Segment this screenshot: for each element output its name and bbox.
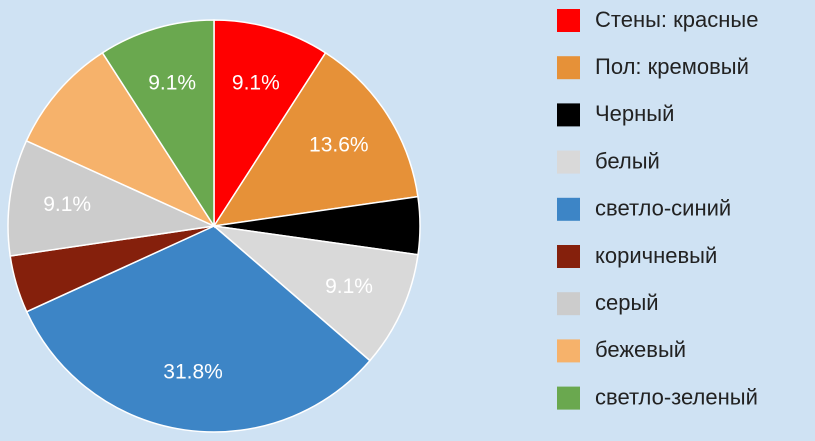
legend-swatch (557, 292, 580, 316)
legend-label: Пол: кремовый (595, 54, 749, 79)
data-label: 9.1% (148, 71, 196, 94)
legend-label: светло-синий (595, 196, 731, 221)
data-label: 31.8% (163, 360, 223, 383)
legend-swatch (557, 197, 580, 221)
legend-label: белый (595, 148, 660, 173)
legend-label: коричневый (595, 243, 717, 268)
pie-slice (25, 51, 217, 228)
legend-label: светло-зеленый (595, 384, 758, 409)
data-label: 9.1% (43, 193, 91, 216)
legend-label: серый (595, 290, 659, 315)
legend-swatch (557, 56, 580, 80)
data-label: 9.1% (325, 275, 373, 298)
legend-swatch (557, 386, 580, 410)
pie-slice (101, 19, 215, 229)
legend-swatch (557, 245, 580, 268)
legend-swatch (557, 103, 580, 127)
data-label: 9.1% (232, 71, 280, 94)
pie-slice (213, 19, 327, 229)
pie-slice (212, 51, 419, 227)
legend-swatch (557, 150, 580, 174)
legend-swatch (557, 339, 580, 363)
pie-slice (7, 139, 217, 257)
legend-label: бежевый (595, 337, 686, 362)
legend-label: Черный (595, 101, 674, 126)
pie-slice (211, 224, 419, 362)
legend-label: Стены: красные (595, 7, 758, 32)
data-label: 13.6% (309, 133, 369, 156)
pie-slice (25, 225, 371, 433)
legend-swatch (557, 9, 580, 32)
